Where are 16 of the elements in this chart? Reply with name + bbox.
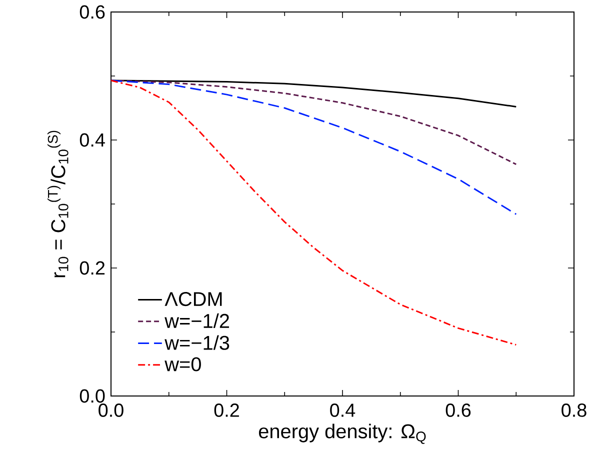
line-series [111,80,517,215]
legend-label: w=−1/3 [164,335,230,350]
x-tick-label: 0.6 [446,404,471,417]
x-axis-title: energy density: Ω$_{Q}$ [258,424,426,444]
x-tick-label: 0.0 [98,404,124,417]
legend-label: ΛCDM [164,292,222,306]
y-tick-label: 0.0 [80,389,105,403]
y-axis-title: r$_{10}$ = C$_{10}$$^{(T)}$/C$_{10}$(S) [48,130,68,278]
y-tick-label: 0.6 [80,5,105,19]
y-tick-label: 0.4 [80,133,105,147]
legend-label: w=0 [164,357,201,372]
y-tick-label: 0.2 [80,261,105,275]
x-tick-label: 0.8 [562,404,586,417]
legend-label: w=−1/2 [164,313,229,328]
x-tick-label: 0.2 [214,404,239,417]
x-tick-label: 0.4 [330,404,356,417]
